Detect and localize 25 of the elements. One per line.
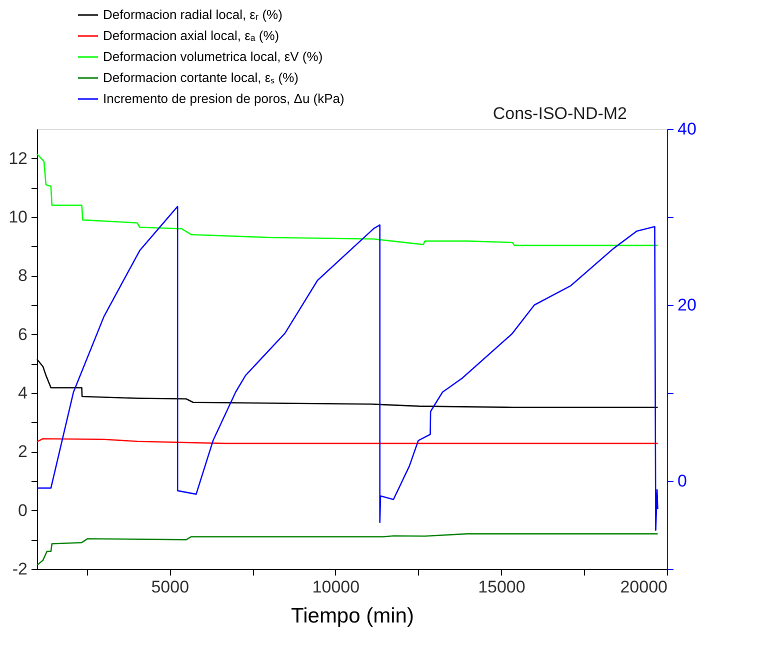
y-tick-label: 0 (18, 500, 28, 520)
y-tick-label: 12 (8, 148, 28, 168)
x-tick-label: 5000 (151, 578, 190, 596)
legend-label: Deformacion radial local, εᵣ (%) (103, 7, 282, 22)
y-tick-label: 6 (18, 324, 28, 344)
x-tick-label: 15000 (478, 578, 526, 596)
y-tick-label: 10 (8, 208, 28, 226)
legend-label: Deformacion cortante local, εₛ (%) (103, 70, 298, 85)
line-series (36, 206, 658, 531)
legend-label: Deformacion axial local, εₐ (%) (103, 28, 280, 43)
y2-tick-label: 40 (678, 120, 696, 138)
legend-label: Incremento de presion de poros, Δu (kPa) (103, 91, 344, 106)
line-series (36, 533, 658, 566)
x-axis-title: Tiempo (min) (291, 604, 414, 628)
y-tick-label: -2 (12, 560, 28, 578)
x-tick-label: 10000 (312, 578, 360, 596)
y-tick-label: 4 (18, 384, 28, 402)
x-tick-label: 20000 (620, 578, 668, 596)
y-tick-label: 2 (18, 442, 28, 462)
y2-tick-label: 20 (678, 296, 696, 314)
y2-tick-label: 0 (678, 472, 687, 490)
y-tick-label: 8 (18, 266, 28, 286)
text: Cons-ISO-ND-M2 (492, 104, 627, 123)
line-series (36, 153, 658, 246)
legend-label: Deformacion volumetrica local, εV (%) (103, 49, 323, 64)
